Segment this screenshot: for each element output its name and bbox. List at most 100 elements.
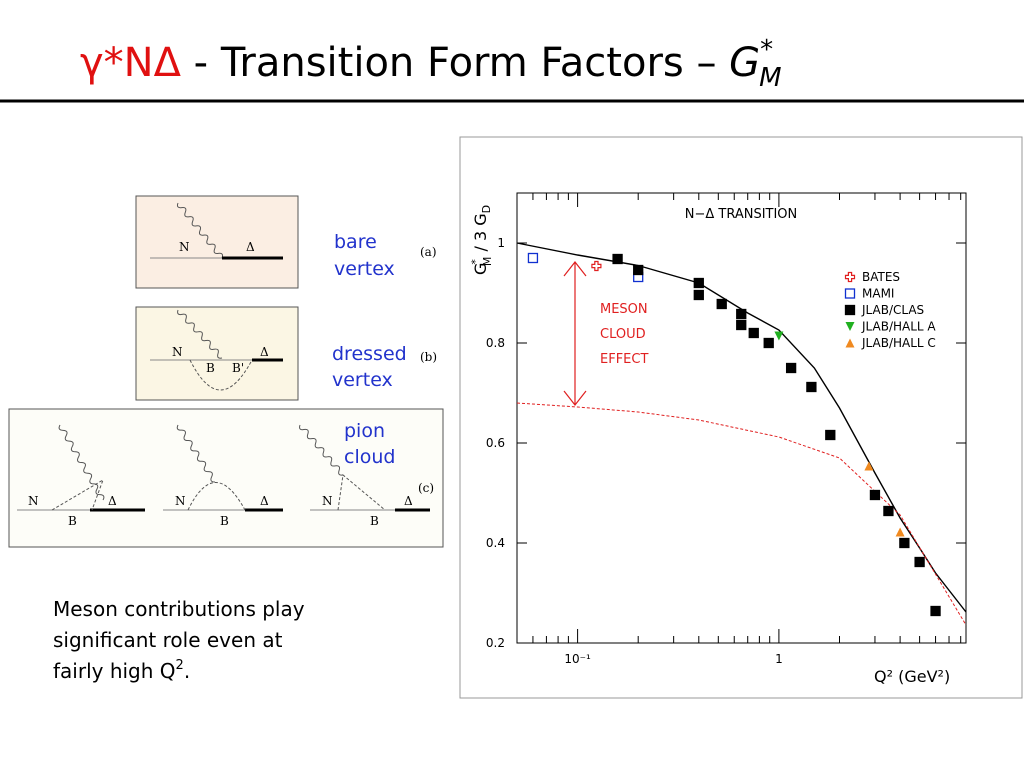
data-point	[693, 289, 704, 301]
data-point	[914, 556, 925, 568]
diagram-label: N	[179, 240, 190, 254]
data-point	[591, 260, 602, 272]
diagram-label: Δ	[260, 494, 269, 508]
photon	[299, 424, 344, 476]
x-axis-label: Q² (GeV²)	[874, 667, 950, 686]
panel-caption: dressed	[332, 343, 407, 365]
panel-box	[8, 408, 444, 548]
caption-line: Meson contributions play	[53, 597, 305, 621]
data-point	[527, 252, 539, 264]
chart-annotation: N−Δ TRANSITION	[685, 207, 798, 222]
panel-caption: vertex	[334, 258, 395, 280]
diagram-label: N	[172, 345, 183, 359]
legend-marker	[845, 338, 855, 348]
meson-loop	[189, 359, 253, 391]
legend-marker	[844, 271, 856, 283]
data-point	[785, 362, 797, 374]
y-label-part: G	[471, 263, 490, 275]
caption-line: significant role even at	[53, 628, 283, 652]
y-tick-label: 0.4	[486, 536, 505, 550]
y-tick-label: 0.6	[486, 436, 505, 450]
model-curve	[516, 402, 967, 626]
data-point	[716, 298, 727, 310]
data-point	[736, 319, 747, 331]
data-point	[883, 505, 894, 517]
data-point	[693, 277, 704, 289]
data-point	[633, 264, 644, 276]
panel-caption: cloud	[344, 446, 395, 468]
diagram-label: B	[68, 514, 77, 528]
y-label-part: / 3 G	[471, 213, 490, 256]
diagram-label: Δ	[260, 345, 269, 359]
title-star: *	[760, 35, 773, 65]
photon	[176, 424, 216, 483]
caption-sup: 2	[176, 658, 184, 673]
photon	[58, 424, 105, 501]
panel-caption: bare	[334, 231, 377, 253]
plot-area	[516, 192, 967, 644]
caption-text: .	[184, 659, 190, 683]
photon	[176, 202, 224, 259]
caption-text: fairly high Q	[53, 659, 176, 683]
diagram-label: Δ	[404, 494, 413, 508]
y-label-part: M	[481, 257, 494, 267]
legend-label: MAMI	[862, 287, 894, 301]
title-main: - Transition Form Factors –	[181, 40, 729, 86]
y-tick-label: 0.2	[486, 636, 505, 650]
diagram-label: B	[220, 514, 229, 528]
panel-tag: (c)	[418, 481, 434, 495]
legend-label: JLAB/CLAS	[861, 303, 924, 317]
meson-label: CLOUD	[600, 327, 646, 342]
data-point	[806, 381, 817, 393]
panel-box	[135, 306, 299, 401]
diagram-label: N	[175, 494, 186, 508]
diagram-label: Δ	[246, 240, 255, 254]
panel-box	[135, 195, 299, 289]
legend-marker	[845, 322, 855, 331]
y-axis-label: G*M / 3 GD	[469, 205, 494, 275]
panel-tag: (b)	[420, 350, 437, 364]
panel-caption: vertex	[332, 369, 393, 391]
legend-label: JLAB/HALL A	[861, 320, 936, 334]
diagram-label: Δ	[108, 494, 117, 508]
legend-label: JLAB/HALL C	[861, 336, 936, 350]
y-tick-label: 0.8	[486, 336, 505, 350]
caption-line: fairly high Q2.	[53, 658, 190, 683]
x-tick-label: 10⁻¹	[564, 652, 591, 666]
data-point	[825, 429, 836, 441]
diagram-label: B	[370, 514, 379, 528]
data-point	[899, 537, 910, 549]
data-point	[736, 308, 747, 320]
data-point	[869, 489, 881, 501]
data-point	[763, 337, 774, 349]
data-point	[748, 327, 759, 339]
data-point	[774, 331, 784, 341]
x-tick-label: 1	[775, 652, 783, 666]
diagram-label: B	[206, 361, 215, 375]
legend-label: BATES	[862, 270, 900, 284]
diagram-label: N	[28, 494, 39, 508]
chart-frame	[459, 136, 1023, 699]
pion-loop	[187, 482, 246, 511]
panel-tag: (a)	[420, 245, 437, 259]
slide-title: γ*NΔ - Transition Form Factors – G* M	[80, 35, 782, 93]
meson-label: MESON	[600, 302, 648, 317]
data-point	[864, 461, 874, 471]
data-point	[895, 527, 905, 537]
panel-caption: pion	[344, 420, 385, 442]
pion-line	[337, 474, 386, 511]
meson-arrow	[563, 261, 587, 406]
photon	[177, 309, 223, 359]
y-label-part: *	[469, 259, 482, 265]
meson-label: EFFECT	[600, 352, 648, 367]
diagram-label: B'	[232, 361, 244, 375]
title-red: γ*NΔ	[80, 40, 182, 86]
title-g: G	[729, 40, 760, 86]
pion-line	[51, 478, 104, 511]
data-point	[930, 605, 941, 617]
title-sub: M	[759, 63, 781, 93]
diagram-label: N	[322, 494, 333, 508]
legend-marker	[844, 288, 856, 299]
